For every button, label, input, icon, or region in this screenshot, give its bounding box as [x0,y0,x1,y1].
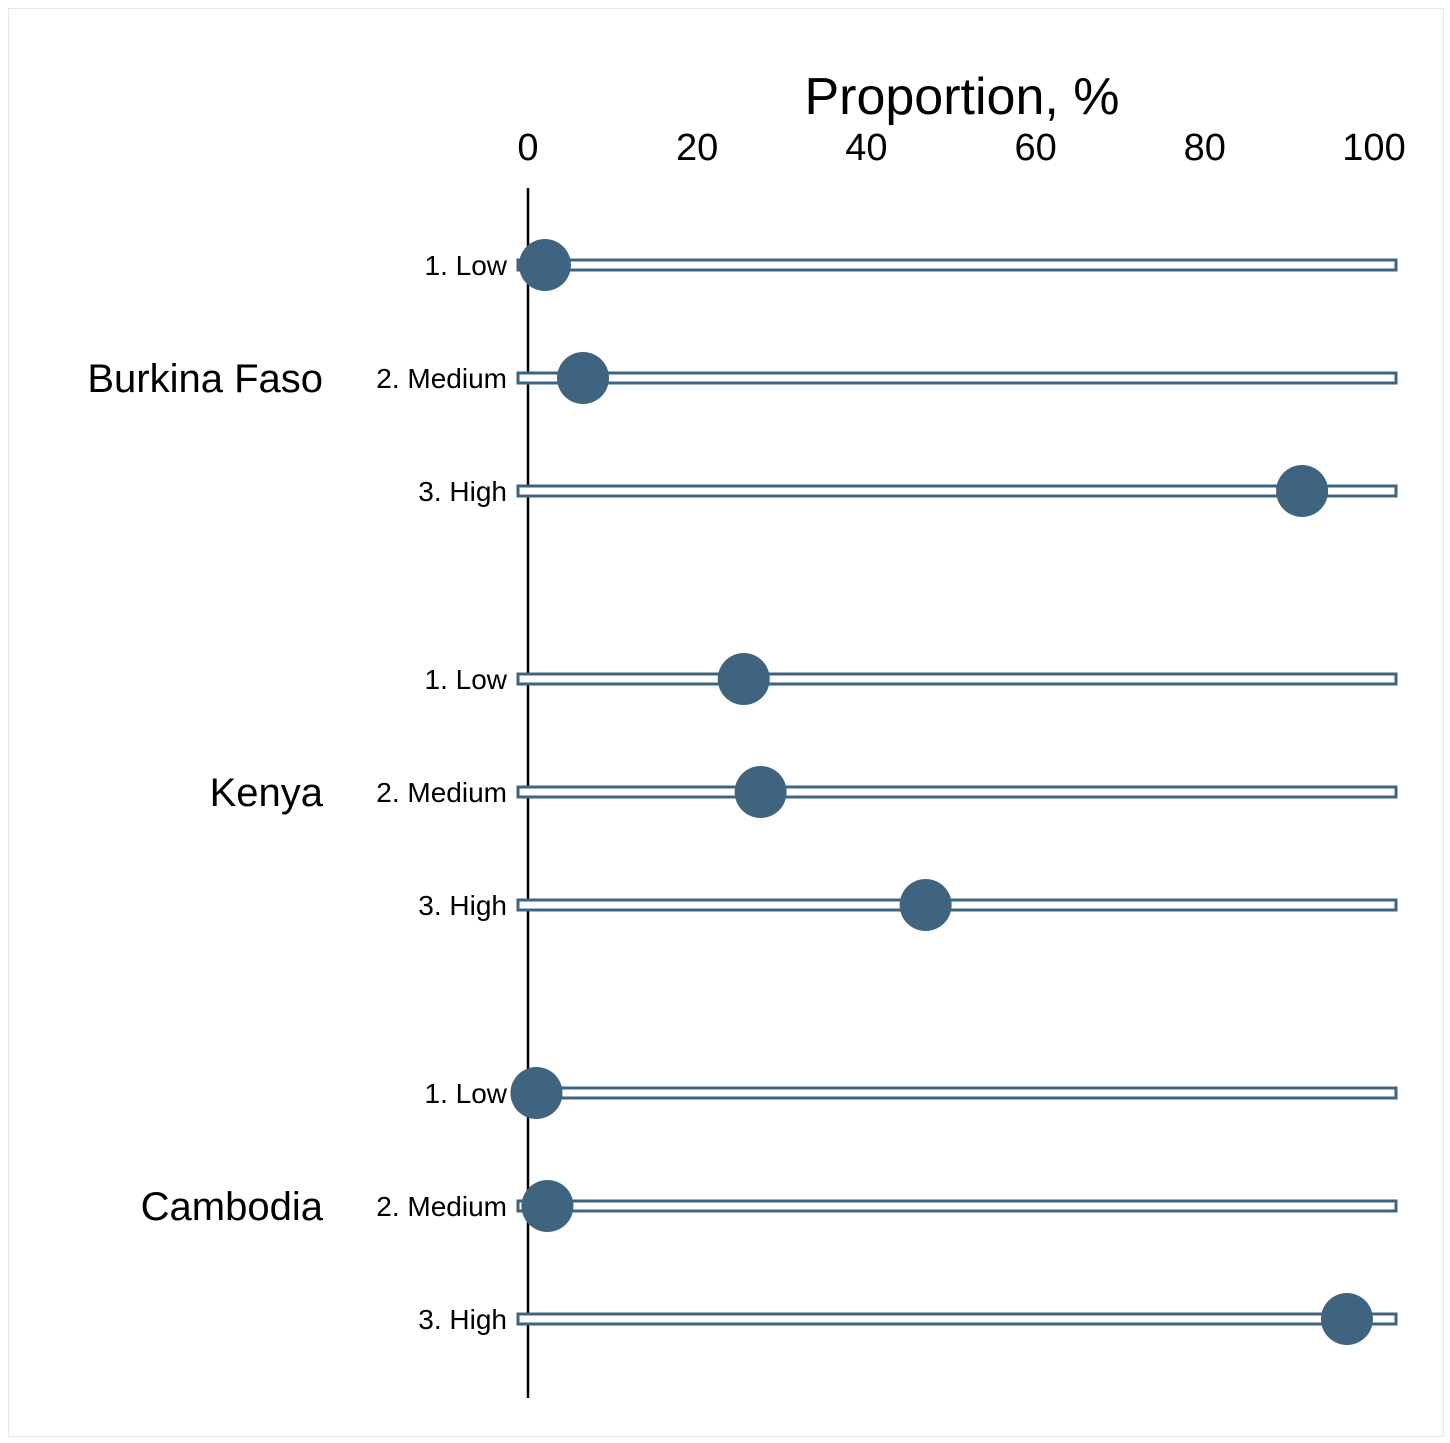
row-bar [516,1312,1398,1326]
row-bar [516,258,1398,272]
data-point [899,879,952,931]
data-point [510,1067,563,1119]
row-label: 3. High [418,476,507,507]
data-point [518,239,571,291]
x-tick-label: 100 [1342,127,1405,169]
chart-frame [8,8,1444,1437]
row-label: 3. High [418,1304,507,1335]
row-label: 2. Medium [376,1191,507,1222]
x-tick-label: 0 [517,127,538,169]
row-label: 1. Low [425,1078,508,1109]
x-tick-label: 60 [1014,127,1056,169]
row-label: 1. Low [425,250,508,281]
row-bar [516,785,1398,799]
row-bar [516,484,1398,498]
row-bar [516,672,1398,686]
row-label: 3. High [418,890,507,921]
row-bar [516,1199,1398,1213]
row-label: 1. Low [425,664,508,695]
row-bar [516,371,1398,385]
group-label: Cambodia [141,1185,324,1229]
x-axis-title: Proportion, % [804,68,1119,126]
group-label: Burkina Faso [87,357,323,401]
data-point [1276,465,1329,517]
dot-rows: Burkina Faso 1. Low 2. Medium 3. High Kenya 1… [87,239,1398,1345]
data-point [521,1180,574,1232]
data-point [717,653,770,705]
row-bar [516,898,1398,912]
x-tick-label: 20 [676,127,718,169]
row-label: 2. Medium [376,777,507,808]
x-axis-ticks: 0 20 40 60 80 100 [517,127,1405,169]
group-label: Kenya [210,771,324,815]
x-tick-label: 40 [845,127,887,169]
data-point [556,352,609,404]
row-bar [516,1086,1398,1100]
row-label: 2. Medium [376,363,507,394]
data-point [734,766,787,818]
x-tick-label: 80 [1184,127,1226,169]
data-point [1320,1293,1373,1345]
